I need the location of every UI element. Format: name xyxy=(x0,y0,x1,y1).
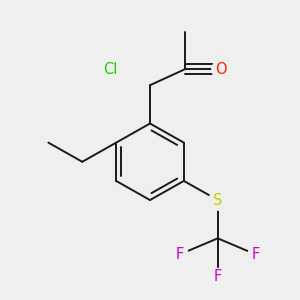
Text: O: O xyxy=(215,61,226,76)
Text: F: F xyxy=(214,269,222,284)
Text: Cl: Cl xyxy=(103,61,117,76)
Text: F: F xyxy=(252,247,260,262)
Text: S: S xyxy=(213,193,222,208)
Text: F: F xyxy=(175,247,184,262)
